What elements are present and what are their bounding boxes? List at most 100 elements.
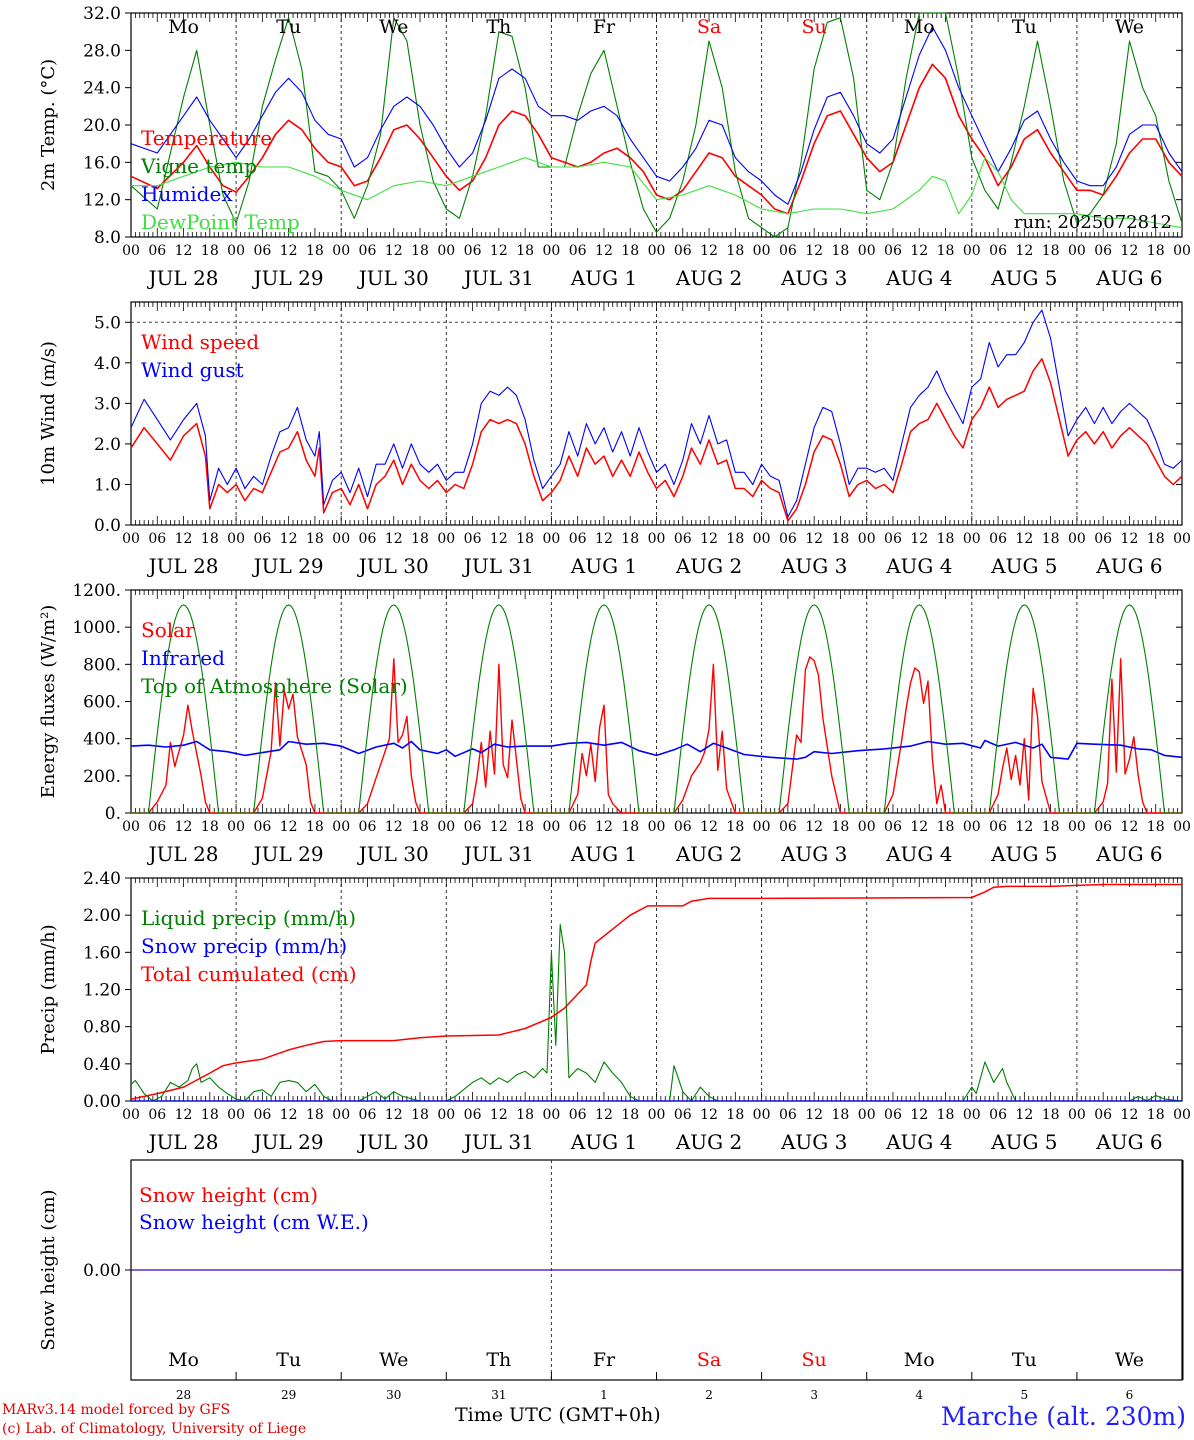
hour-tick-label: 12 [175, 1107, 193, 1123]
hour-tick-label: 18 [411, 243, 429, 259]
y-tick-label: 0.80 [83, 1018, 121, 1038]
hour-tick-label: 18 [516, 819, 534, 835]
legend-entry: Snow height (cm) [139, 1183, 318, 1207]
hour-tick-label: 12 [490, 819, 508, 835]
y-tick-label: 1200. [72, 581, 121, 601]
y-tick-label: 1.60 [83, 943, 121, 963]
hour-tick-label: 06 [359, 1107, 377, 1123]
panel-frame [130, 12, 1183, 238]
date-label: AUG 1 [570, 554, 637, 578]
date-label: JUL 31 [462, 842, 534, 866]
hour-tick-label: 12 [805, 531, 823, 547]
hour-tick-label: 06 [569, 819, 587, 835]
hour-tick-label: 12 [1121, 819, 1139, 835]
y-tick-label: 4.0 [94, 354, 121, 374]
hour-tick-label: 00 [122, 819, 140, 835]
date-label: JUL 31 [462, 266, 534, 290]
panel-4 [125, 877, 1183, 1102]
hour-tick-label: 06 [989, 243, 1007, 259]
date-label: AUG 3 [780, 266, 847, 290]
weekday-label: Sa [697, 16, 721, 38]
hour-tick-label: 06 [884, 243, 902, 259]
weekday-label: Tu [1012, 16, 1037, 38]
hour-tick-label: 00 [858, 819, 876, 835]
hour-tick-label: 12 [490, 531, 508, 547]
hour-tick-label: 00 [858, 531, 876, 547]
hour-tick-label: 00 [122, 531, 140, 547]
legend-entry: Total cumulated (cm) [141, 962, 357, 986]
hour-tick-label: 00 [1068, 819, 1086, 835]
hour-tick-label: 18 [201, 531, 219, 547]
hour-tick-label: 12 [595, 243, 613, 259]
hour-tick-label: 18 [937, 243, 955, 259]
hour-tick-label: 06 [884, 819, 902, 835]
hour-tick-label: 18 [937, 819, 955, 835]
hour-tick-label: 18 [937, 1107, 955, 1123]
hour-tick-label: 18 [201, 1107, 219, 1123]
hour-tick-label: 12 [385, 819, 403, 835]
date-label: JUL 29 [252, 266, 324, 290]
hour-tick-label: 06 [359, 243, 377, 259]
date-label: JUL 28 [147, 1130, 219, 1154]
hour-tick-label: 06 [1094, 1107, 1112, 1123]
panel-3 [125, 589, 1183, 814]
day-number-label: 6 [1126, 1388, 1134, 1402]
hour-tick-label: 06 [1094, 819, 1112, 835]
date-label: AUG 3 [780, 842, 847, 866]
hour-tick-label: 18 [306, 819, 324, 835]
hour-tick-label: 12 [1121, 531, 1139, 547]
date-label: JUL 28 [147, 554, 219, 578]
hour-tick-label: 00 [1068, 1107, 1086, 1123]
hour-tick-label: 18 [621, 1107, 639, 1123]
weekday-label: Mo [168, 16, 199, 38]
x-axis-title: Time UTC (GMT+0h) [455, 1404, 661, 1426]
hour-tick-label: 12 [595, 531, 613, 547]
date-label: AUG 6 [1095, 1130, 1162, 1154]
hour-tick-label: 12 [175, 531, 193, 547]
hour-tick-label: 18 [411, 819, 429, 835]
hour-tick-label: 06 [1094, 243, 1112, 259]
hour-tick-label: 06 [674, 1107, 692, 1123]
hour-tick-label: 00 [332, 243, 350, 259]
hour-tick-label: 00 [227, 1107, 245, 1123]
hour-tick-label: 00 [1173, 243, 1191, 259]
y-tick-label: 2.40 [83, 869, 121, 889]
weekday-label: Tu [276, 16, 301, 38]
hour-tick-label: 06 [464, 819, 482, 835]
hour-tick-label: 12 [805, 819, 823, 835]
hour-tick-label: 00 [227, 243, 245, 259]
hour-tick-label: 00 [437, 819, 455, 835]
y-tick-label: 0.00 [83, 1261, 121, 1281]
hour-tick-label: 00 [1068, 531, 1086, 547]
hour-tick-label: 18 [516, 1107, 534, 1123]
hour-tick-label: 00 [1173, 531, 1191, 547]
hour-tick-label: 00 [963, 531, 981, 547]
hour-tick-label: 06 [464, 1107, 482, 1123]
hour-tick-label: 18 [1042, 531, 1060, 547]
y-axis-title: Snow height (cm) [38, 1189, 59, 1350]
legend-entry: Wind speed [141, 330, 259, 354]
y-axis-title: 10m Wind (m/s) [38, 341, 59, 486]
date-label: JUL 31 [462, 554, 534, 578]
y-tick-label: 1.0 [94, 475, 121, 495]
date-label: AUG 5 [990, 554, 1057, 578]
hour-tick-label: 18 [1147, 531, 1165, 547]
date-label: AUG 6 [1095, 266, 1162, 290]
hour-tick-label: 18 [832, 819, 850, 835]
hour-tick-label: 18 [621, 243, 639, 259]
hour-tick-label: 12 [385, 531, 403, 547]
hour-tick-label: 00 [542, 819, 560, 835]
hour-tick-label: 12 [280, 531, 298, 547]
hour-tick-label: 00 [753, 1107, 771, 1123]
hour-tick-label: 06 [779, 243, 797, 259]
date-label: AUG 6 [1095, 842, 1162, 866]
legend-entry: Wind gust [141, 358, 244, 382]
date-label: AUG 2 [675, 266, 742, 290]
hour-tick-label: 06 [884, 531, 902, 547]
series-line-wind-gust [130, 309, 1183, 518]
hour-tick-label: 06 [779, 819, 797, 835]
y-tick-label: 24.0 [83, 79, 121, 99]
date-label: JUL 30 [357, 266, 429, 290]
day-number-label: 31 [491, 1388, 506, 1402]
date-label: AUG 1 [570, 266, 637, 290]
